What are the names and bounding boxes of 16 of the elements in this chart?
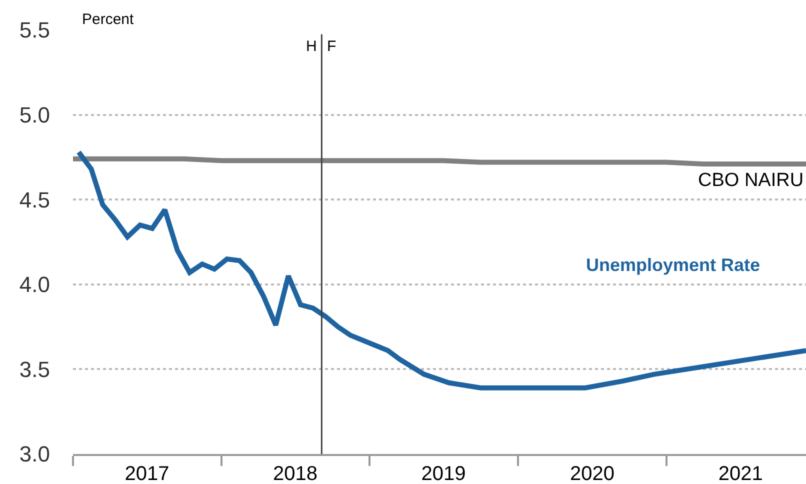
x-tick-label: 2017 — [124, 463, 170, 484]
x-tick-label: 2018 — [273, 463, 318, 484]
text: Unemployment Rate — [586, 255, 760, 275]
y-tick-label: 4.5 — [19, 187, 50, 212]
x-tick-label: 2019 — [421, 463, 466, 484]
y-tick-label: 3.5 — [19, 356, 50, 382]
y-tick-label: 4.0 — [19, 272, 50, 298]
x-tick-label: 2020 — [570, 463, 615, 484]
annotation: F — [327, 38, 336, 55]
y-axis-title: Percent — [82, 11, 135, 28]
annotation: H — [306, 38, 317, 55]
x-tick-label: 2021 — [718, 463, 763, 484]
series-label: CBO NAIRU — [698, 170, 804, 191]
y-tick-label: 5.0 — [19, 102, 50, 128]
y-tick-label: 5.5 — [19, 18, 50, 43]
y-tick-label: 3.0 — [19, 442, 50, 467]
